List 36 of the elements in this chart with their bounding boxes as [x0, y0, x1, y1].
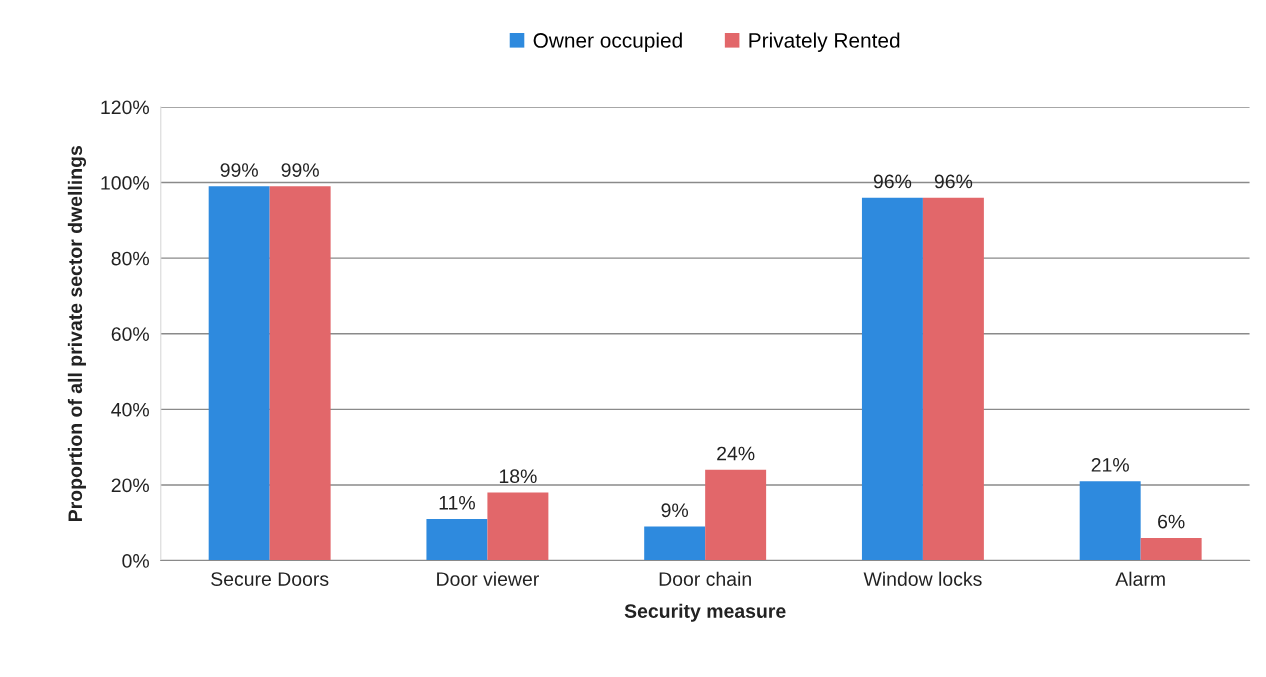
data-label: 99%	[220, 163, 258, 177]
y-axis-title: Proportion of all private sector dwellings	[67, 146, 87, 521]
data-label: 11%	[439, 495, 475, 510]
x-tick-label: Door chain	[659, 571, 751, 586]
bar	[644, 526, 706, 561]
bar	[1140, 537, 1202, 561]
bar	[922, 197, 984, 561]
y-tick-label: 120%	[101, 100, 149, 115]
data-label: 21%	[1091, 458, 1129, 472]
data-label: 96%	[934, 174, 973, 189]
legend-label: Privately Rented	[749, 32, 900, 52]
data-label: 6%	[1158, 514, 1185, 529]
x-axis-title: Security measure	[624, 603, 786, 622]
y-tick-label: 100%	[101, 176, 149, 190]
data-label: 18%	[499, 469, 537, 484]
x-tick-label: Door viewer	[437, 571, 539, 586]
x-tick-label: Alarm	[1115, 571, 1165, 586]
data-label: 96%	[873, 174, 912, 189]
data-label: 24%	[717, 446, 755, 461]
data-label: 99%	[281, 163, 319, 177]
bar	[861, 197, 923, 561]
x-tick-label: Secure Doors	[211, 572, 329, 586]
bar	[1079, 481, 1141, 561]
y-tick-label: 40%	[111, 402, 149, 417]
y-tick-label: 60%	[111, 327, 149, 341]
data-label: 9%	[661, 503, 689, 518]
bar	[208, 186, 270, 561]
legend-label: Owner occupied	[533, 32, 682, 52]
x-tick-label: Window locks	[863, 571, 982, 586]
bar	[426, 518, 488, 561]
y-tick-label: 80%	[111, 251, 149, 266]
bar	[487, 492, 549, 561]
y-tick-label: 0%	[122, 554, 149, 568]
bar	[705, 469, 767, 561]
y-tick-label: 20%	[111, 478, 149, 493]
bar	[269, 186, 331, 561]
